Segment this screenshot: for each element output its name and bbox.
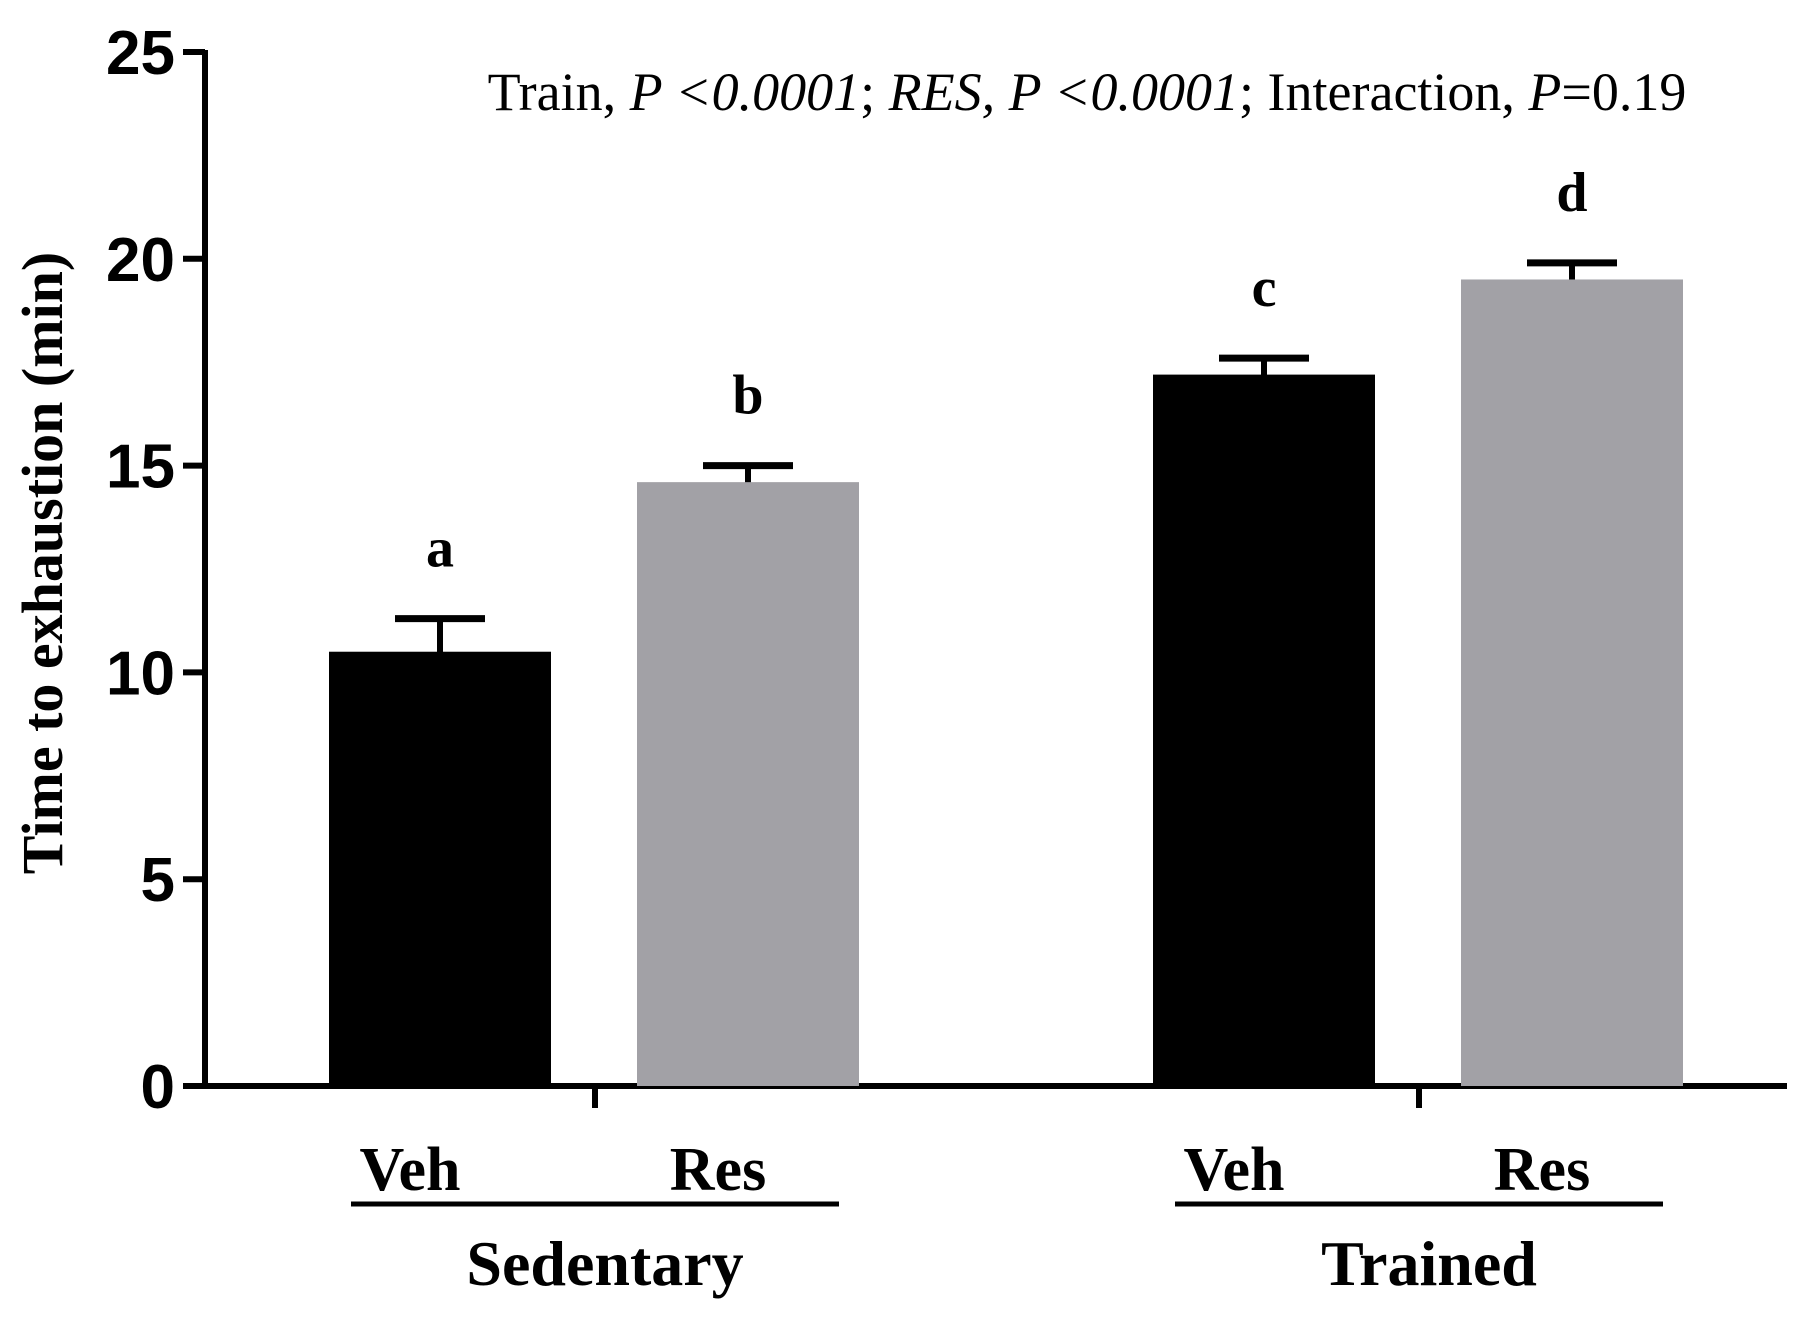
- x-group-label: Trained: [1321, 1228, 1537, 1299]
- annotation-part: P: [1527, 62, 1561, 122]
- significance-letter: a: [426, 518, 454, 580]
- annotation-part: ; Interaction,: [1239, 62, 1528, 122]
- bar-trained-res: [1461, 279, 1683, 1087]
- bar-sedentary-veh: [329, 651, 551, 1086]
- x-category-label: Veh: [1183, 1136, 1284, 1204]
- annotation-part: ;: [860, 62, 889, 122]
- y-tick-label: 15: [106, 433, 175, 502]
- y-axis-label: Time to exhaustion (min): [10, 252, 75, 874]
- significance-letter: b: [732, 365, 763, 427]
- annotation-part: =0.19: [1561, 62, 1686, 122]
- annotation-part: P <0.0001: [629, 62, 860, 122]
- y-tick-label: 5: [141, 846, 175, 915]
- x-category-label: Veh: [359, 1136, 460, 1204]
- significance-letter: c: [1252, 257, 1277, 319]
- y-tick-label: 10: [106, 639, 175, 708]
- y-tick-label: 0: [141, 1053, 175, 1122]
- y-tick-label: 20: [106, 226, 175, 295]
- x-category-label: Res: [670, 1136, 766, 1204]
- x-group-label: Sedentary: [466, 1228, 743, 1299]
- annotation-part: Train,: [488, 62, 630, 122]
- annotation-part: RES, P <0.0001: [888, 62, 1239, 122]
- bar-trained-veh: [1153, 374, 1375, 1086]
- bar-sedentary-res: [637, 482, 859, 1086]
- x-category-label: Res: [1494, 1136, 1590, 1204]
- statistics-annotation: Train, P <0.0001; RES, P <0.0001; Intera…: [488, 62, 1687, 122]
- y-tick-label: 25: [106, 19, 175, 88]
- significance-letter: d: [1556, 162, 1587, 224]
